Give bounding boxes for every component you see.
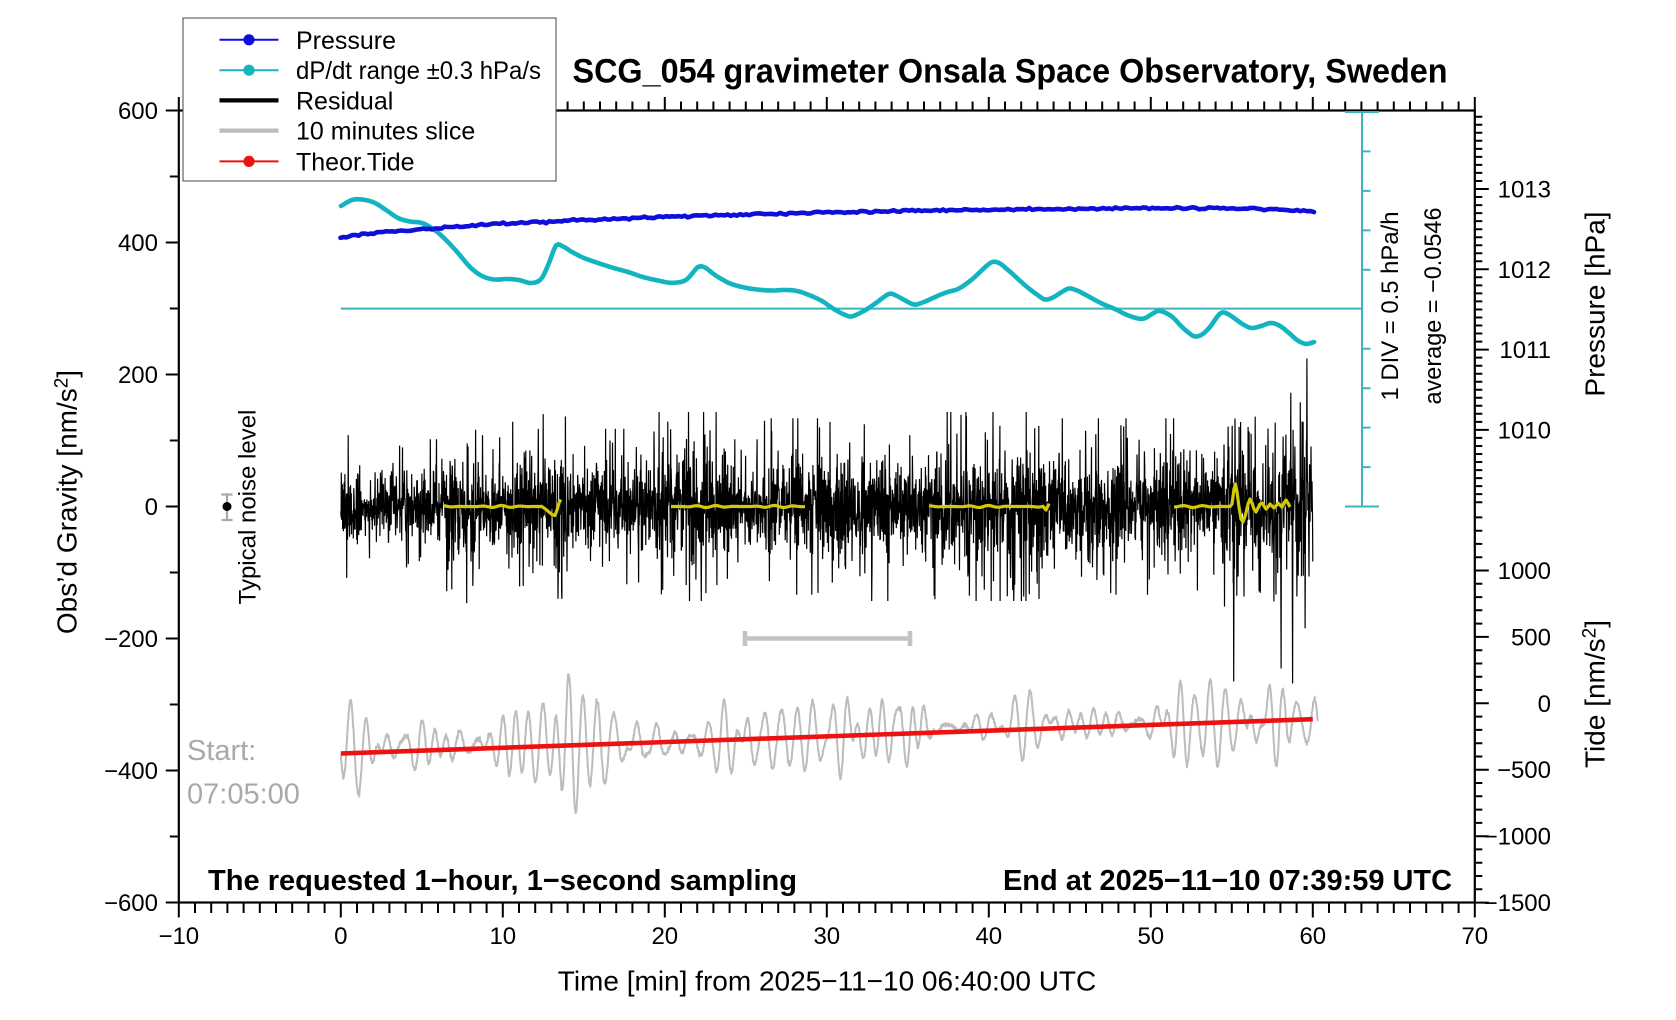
svg-text:−10: −10: [158, 923, 199, 950]
svg-text:SCG_054 gravimeter Onsala Spac: SCG_054 gravimeter Onsala Space Observat…: [573, 53, 1448, 91]
svg-text:Pressure: Pressure: [296, 27, 396, 55]
svg-text:Residual: Residual: [296, 87, 393, 115]
svg-text:−600: −600: [104, 890, 158, 917]
svg-text:0: 0: [145, 494, 158, 521]
svg-text:Tide [nm/s2]: Tide [nm/s2]: [1580, 620, 1611, 768]
svg-text:70: 70: [1461, 923, 1488, 950]
svg-text:30: 30: [813, 923, 840, 950]
svg-text:50: 50: [1137, 923, 1164, 950]
svg-text:10 minutes slice: 10 minutes slice: [296, 118, 475, 146]
svg-text:400: 400: [118, 230, 158, 257]
svg-text:1013: 1013: [1498, 177, 1551, 204]
svg-text:Time [min] from 2025−11−10 06:: Time [min] from 2025−11−10 06:40:00 UTC: [558, 966, 1097, 997]
svg-text:1 DIV = 0.5 hPa/h: 1 DIV = 0.5 hPa/h: [1377, 212, 1404, 401]
svg-text:Obs’d Gravity [nm/s2]: Obs’d Gravity [nm/s2]: [52, 370, 83, 634]
svg-text:average = −0.0546: average = −0.0546: [1420, 208, 1447, 405]
svg-text:The requested 1−hour, 1−second: The requested 1−hour, 1−second sampling: [208, 865, 797, 897]
svg-text:60: 60: [1299, 923, 1326, 950]
svg-text:1012: 1012: [1498, 257, 1551, 284]
svg-text:1000: 1000: [1498, 558, 1551, 585]
svg-text:1010: 1010: [1498, 417, 1551, 444]
svg-text:Typical noise level: Typical noise level: [235, 410, 262, 605]
svg-text:dP/dt range ±0.3 hPa/s: dP/dt range ±0.3 hPa/s: [296, 57, 541, 85]
svg-text:10: 10: [489, 923, 516, 950]
svg-text:1011: 1011: [1499, 337, 1551, 364]
svg-text:0: 0: [334, 923, 347, 950]
svg-text:Start:: Start:: [187, 735, 256, 767]
svg-text:07:05:00: 07:05:00: [187, 779, 300, 811]
svg-text:500: 500: [1511, 624, 1551, 651]
svg-text:600: 600: [118, 98, 158, 125]
svg-text:40: 40: [975, 923, 1002, 950]
svg-text:Theor.Tide: Theor.Tide: [296, 148, 415, 176]
svg-text:−1000: −1000: [1484, 824, 1551, 851]
svg-text:−400: −400: [104, 758, 158, 785]
svg-text:20: 20: [651, 923, 678, 950]
svg-text:0: 0: [1538, 691, 1551, 718]
svg-text:−200: −200: [104, 626, 158, 653]
svg-text:200: 200: [118, 362, 158, 389]
svg-text:−1500: −1500: [1484, 890, 1551, 917]
svg-text:−500: −500: [1497, 757, 1551, 784]
svg-text:Pressure [hPa]: Pressure [hPa]: [1580, 211, 1611, 396]
svg-text:End at 2025−11−10 07:39:59 UTC: End at 2025−11−10 07:39:59 UTC: [1003, 865, 1452, 897]
